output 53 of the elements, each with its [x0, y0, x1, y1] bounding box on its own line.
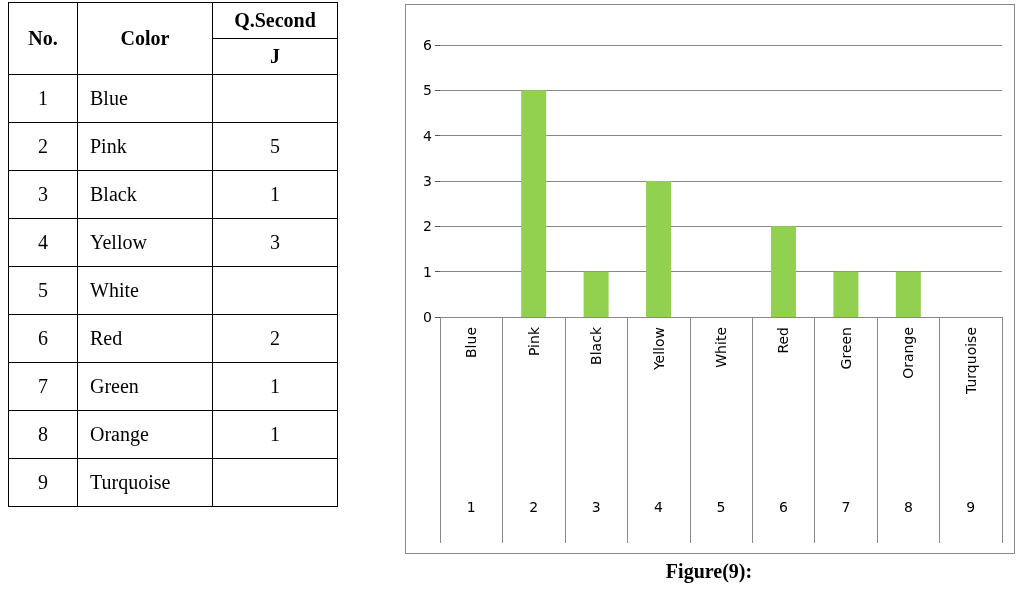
x-tick-label: Pink	[525, 326, 542, 357]
text: 1	[270, 423, 280, 445]
text: 4	[654, 499, 664, 515]
category-label: Turquoise	[90, 471, 171, 493]
text: 6	[778, 499, 788, 515]
y-tick-label: 4	[423, 127, 433, 144]
text: 9	[38, 471, 48, 493]
category-label: Orange	[90, 423, 149, 445]
text: 5	[212, 122, 338, 171]
text: 5	[38, 279, 48, 301]
category-label: Green	[90, 375, 139, 397]
text: 3	[212, 218, 338, 267]
text: 7	[38, 375, 48, 397]
x-tick-label: Turquoise	[962, 327, 979, 395]
text: 5	[716, 499, 726, 515]
x-tick-label: Black	[588, 326, 605, 365]
text: 6	[38, 327, 48, 349]
text: 3	[38, 183, 48, 205]
text: 8	[38, 423, 48, 445]
category-label: Black	[90, 183, 137, 205]
text: Color	[77, 2, 213, 75]
text: 1	[212, 170, 338, 219]
text: 7	[841, 499, 851, 515]
y-tick-label: 1	[423, 263, 432, 280]
text: No.	[8, 2, 78, 75]
text: Q.Second	[212, 2, 338, 39]
text: 4	[38, 231, 48, 253]
text: 9	[966, 499, 976, 515]
text: 2	[212, 314, 338, 363]
y-tick-label: 0	[423, 309, 432, 325]
category-label: Blue	[90, 87, 128, 109]
text: 2	[38, 135, 48, 157]
y-tick-label: 6	[423, 37, 433, 53]
text: 2	[529, 499, 539, 515]
text: 8	[903, 499, 913, 515]
y-tick-label: 2	[423, 218, 432, 235]
x-tick-label: Red	[775, 327, 792, 354]
text: 1	[466, 499, 476, 515]
y-tick-label: 5	[423, 82, 432, 99]
category-label: Yellow	[90, 231, 147, 253]
x-tick-label: Green	[837, 327, 854, 370]
y-tick-label: 3	[423, 173, 432, 189]
text: J	[212, 38, 338, 75]
x-tick-label: Orange	[900, 327, 917, 379]
text: 3	[591, 499, 601, 515]
x-tick-label: Blue	[463, 327, 480, 358]
x-tick-label: White	[713, 327, 729, 368]
text: Figure(9):	[664, 560, 754, 583]
x-tick-label: Yellow	[650, 327, 667, 372]
text: 1	[270, 375, 280, 397]
text: 1	[38, 87, 48, 109]
category-label: White	[90, 279, 139, 301]
category-label: Pink	[90, 135, 127, 157]
